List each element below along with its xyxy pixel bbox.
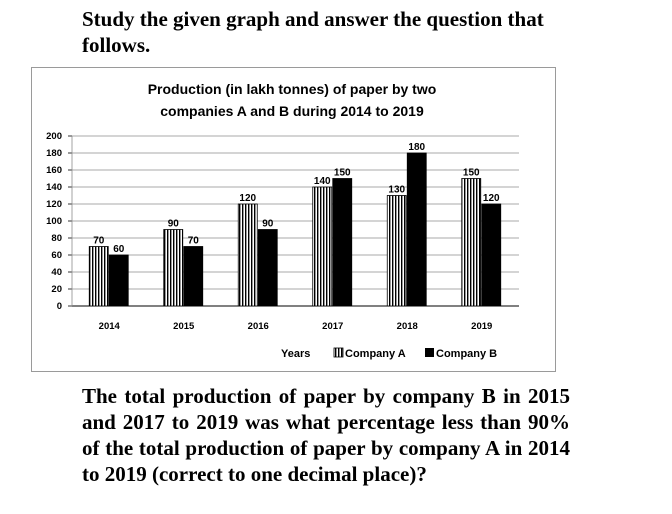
legend-swatch-company-b — [425, 348, 434, 357]
x-tick-label: 2017 — [322, 321, 343, 332]
legend-swatch-company-a — [333, 347, 344, 358]
x-tick-label: 2014 — [99, 321, 121, 332]
question-text: The total production of paper by company… — [82, 384, 570, 486]
intro-text: Study the given graph and answer the que… — [82, 7, 544, 57]
bar-company-a-2017 — [312, 186, 333, 307]
data-label: 120 — [239, 193, 256, 204]
data-label: 90 — [168, 219, 180, 230]
y-tick-label: 100 — [46, 216, 62, 227]
bar-company-b-2016 — [257, 229, 278, 307]
bar-company-b-2018 — [406, 152, 427, 307]
y-tick-label: 140 — [46, 182, 62, 193]
x-axis-title: Years — [281, 348, 310, 360]
data-label: 120 — [483, 193, 500, 204]
x-tick-label: 2015 — [173, 321, 195, 332]
y-tick-label: 0 — [57, 301, 62, 312]
bar-chart: Production (in lakh tonnes) of paper by … — [46, 81, 519, 360]
y-tick-label: 180 — [46, 148, 62, 159]
bar-company-a-2019 — [461, 178, 482, 307]
data-label: 140 — [314, 176, 331, 187]
data-label: 60 — [113, 244, 125, 255]
data-label: 90 — [262, 219, 274, 230]
x-tick-label: 2016 — [248, 321, 269, 332]
chart-panel: Production (in lakh tonnes) of paper by … — [31, 67, 556, 372]
bar-company-a-2016 — [237, 203, 258, 307]
y-tick-label: 80 — [51, 233, 62, 244]
legend-label-company-a: Company A — [345, 348, 406, 360]
y-tick-label: 160 — [46, 165, 62, 176]
data-label: 70 — [188, 236, 200, 247]
y-tick-label: 20 — [51, 284, 62, 295]
y-tick-label: 120 — [46, 199, 62, 210]
bar-company-b-2017 — [332, 178, 353, 307]
chart-title-line-1: Production (in lakh tonnes) of paper by … — [148, 81, 437, 97]
y-tick-label: 200 — [46, 131, 62, 142]
bar-company-a-2018 — [386, 195, 407, 307]
data-label: 70 — [93, 236, 105, 247]
data-label: 130 — [388, 185, 405, 196]
chart-title-line-2: companies A and B during 2014 to 2019 — [160, 103, 424, 119]
x-tick-label: 2019 — [471, 321, 492, 332]
bar-company-b-2014 — [108, 254, 129, 307]
legend-label-company-b: Company B — [436, 348, 497, 360]
y-tick-label: 40 — [51, 267, 62, 278]
bar-company-a-2014 — [88, 246, 109, 307]
bar-company-a-2015 — [163, 229, 184, 307]
y-tick-label: 60 — [51, 250, 62, 261]
x-tick-label: 2018 — [397, 321, 418, 332]
bar-company-b-2015 — [183, 246, 204, 307]
data-label: 150 — [463, 168, 480, 179]
data-label: 180 — [408, 142, 425, 153]
bar-company-b-2019 — [481, 203, 502, 307]
data-label: 150 — [334, 168, 351, 179]
